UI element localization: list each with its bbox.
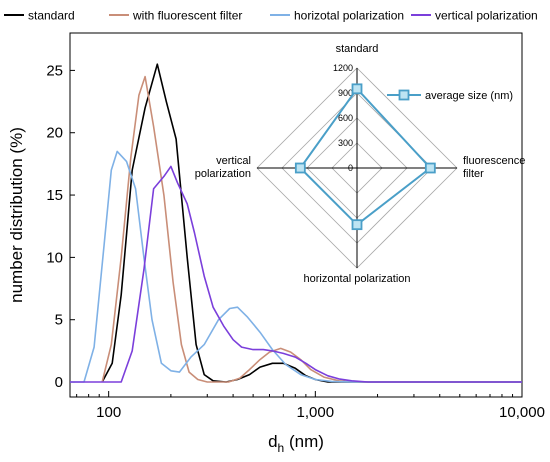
y-axis-label: number distribution (%) (7, 127, 26, 303)
radar-axis-label: standard (336, 43, 379, 55)
radar-axis-label-line: fluorescence (463, 155, 525, 167)
radar-series-polygon (299, 87, 432, 226)
radar-tick-label: 1200 (333, 63, 353, 73)
radar-axis-label-line: vertical (216, 155, 251, 167)
x-axis-label: dh (nm) (268, 432, 324, 455)
y-tick-label: 25 (46, 62, 63, 79)
radar-axis-label-line: polarization (195, 168, 251, 180)
radar-axis-label-line: standard (336, 43, 379, 55)
radar-legend: average size (nm) (387, 89, 513, 102)
series-line (70, 165, 522, 383)
x-tick-label: 1,000 (297, 404, 335, 421)
legend-label: with fluorescent filter (132, 9, 242, 23)
plot-frame (69, 32, 523, 398)
radar-marker (294, 162, 306, 174)
radar-axis-label: vertical polarization (195, 155, 251, 180)
y-tick-label: 15 (46, 187, 63, 204)
legend-label: horizotal polarization (294, 9, 404, 23)
radar-marker (351, 219, 363, 231)
y-tick-label: 20 (46, 125, 63, 142)
radar-axis-label-line: horizontal polarization (303, 273, 410, 285)
radar-legend-label: average size (nm) (425, 90, 513, 102)
radar-tick-label: 900 (338, 88, 353, 98)
legend: standard with fluorescent filter horizotal… (4, 9, 538, 23)
line-series (70, 63, 522, 383)
radar-inset: 0 300 600 900 1200 standard fluorescence filter… (195, 43, 526, 285)
x-axis-label-unit: (nm) (284, 432, 324, 451)
y-tick-label: 10 (46, 249, 63, 266)
radar-axis-label: horizontal polarization (303, 273, 410, 285)
radar-axis-label: fluorescence filter (463, 155, 525, 180)
radar-tick-label: 0 (348, 163, 353, 173)
series-line (101, 75, 522, 383)
legend-label: vertical polarization (435, 9, 538, 23)
y-tick-label: 5 (55, 312, 63, 329)
radar-tick-label: 600 (338, 113, 353, 123)
radar-tick-label: 300 (338, 138, 353, 148)
x-axis-label-subscript: h (278, 441, 285, 455)
radar-axis-label-line: filter (463, 168, 484, 180)
radar-legend-swatch-marker (398, 89, 410, 101)
series-line (70, 150, 522, 383)
x-tick-label: 100 (96, 404, 121, 421)
x-tick-label: 10,000 (499, 404, 545, 421)
legend-label: standard (28, 9, 75, 23)
radar-marker (351, 83, 363, 95)
axes-ticks: 0 5 10 15 20 25 100 1,000 10,000 (46, 62, 545, 421)
y-tick-label: 0 (55, 374, 63, 391)
radar-marker (424, 162, 436, 174)
